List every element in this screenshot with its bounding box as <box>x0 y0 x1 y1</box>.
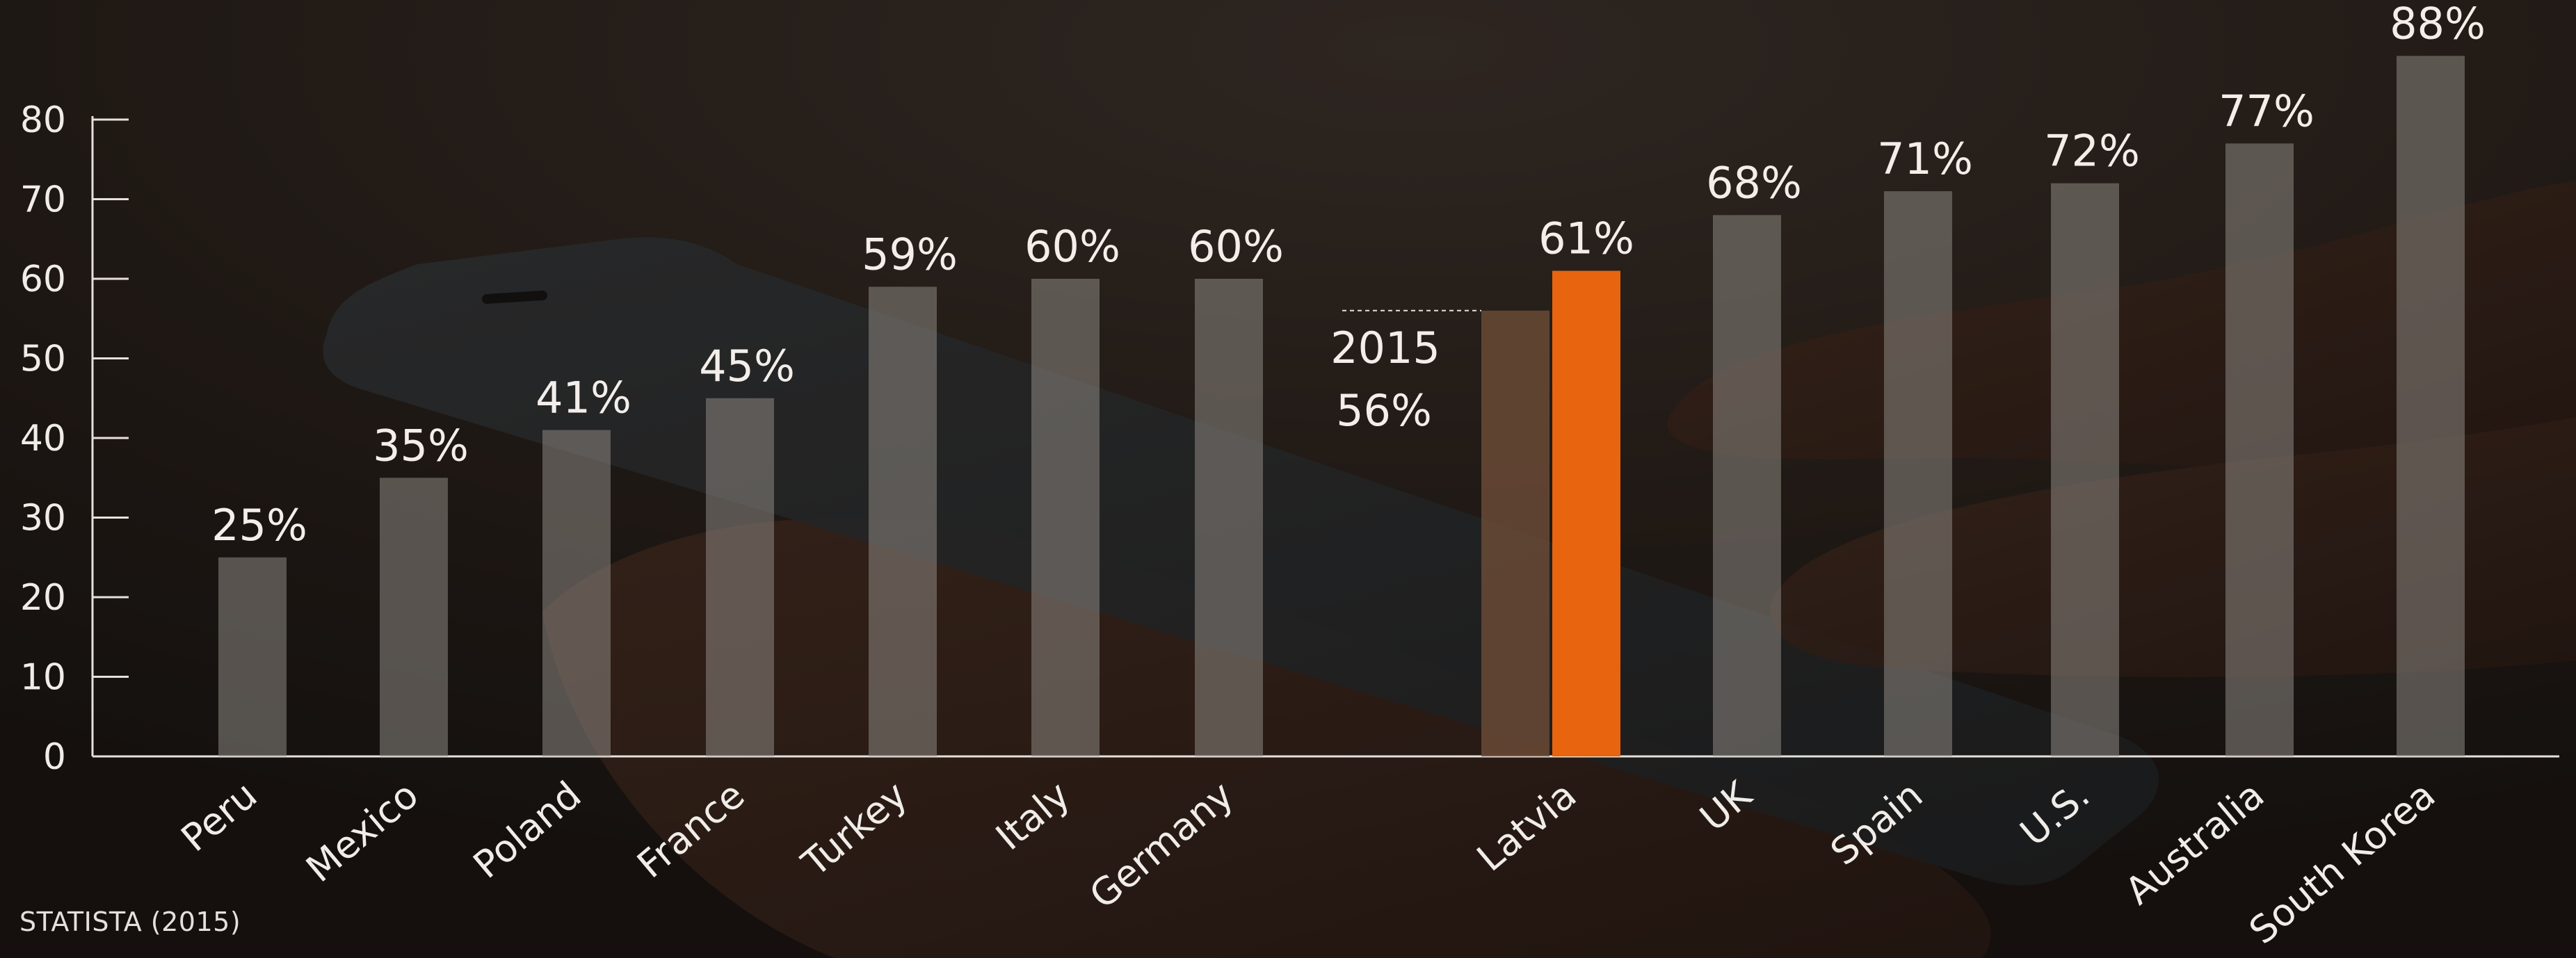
y-tick-label: 40 <box>20 418 66 460</box>
y-tick-label: 30 <box>20 498 66 539</box>
bar-previous-latvia <box>1481 310 1549 756</box>
previous-value-label: 56% <box>1336 385 1432 436</box>
value-label-u-s-: 72% <box>2044 126 2140 177</box>
bars <box>218 56 2465 757</box>
bar-australia <box>2225 143 2294 757</box>
bar-peru <box>218 557 287 756</box>
value-label-australia: 77% <box>2219 86 2315 136</box>
bar-mexico <box>380 478 448 756</box>
bar-uk <box>1713 215 1781 756</box>
value-label-poland: 41% <box>536 373 631 423</box>
value-label-mexico: 35% <box>373 420 469 471</box>
bar-south-korea <box>2397 56 2465 756</box>
source-note: STATISTA (2015) <box>19 907 241 937</box>
value-label-uk: 68% <box>1706 157 1802 208</box>
value-label-spain: 71% <box>1877 133 1973 184</box>
value-label-latvia: 61% <box>1538 213 1634 264</box>
value-label-peru: 25% <box>211 500 307 551</box>
bar-u-s- <box>2051 183 2119 757</box>
bar-italy <box>1031 279 1100 756</box>
value-label-turkey: 59% <box>862 229 958 279</box>
bar-france <box>706 398 774 756</box>
bar-poland <box>542 430 611 756</box>
y-tick-label: 80 <box>20 99 66 141</box>
value-label-germany: 60% <box>1188 221 1284 272</box>
y-tick-label: 60 <box>20 259 66 300</box>
value-label-italy: 60% <box>1024 221 1120 272</box>
y-tick-label: 70 <box>20 179 66 221</box>
y-tick-label: 20 <box>20 577 66 619</box>
value-label-france: 45% <box>699 341 795 391</box>
bar-turkey <box>869 286 937 756</box>
value-labels: 25% 35% 41% 45% 59% 60% 60% 2015 56% 61% 68% 71% 72%… <box>211 0 2486 551</box>
axes: 0 10 20 30 40 50 60 70 80 <box>20 99 2559 778</box>
y-tick-label: 0 <box>43 736 66 778</box>
value-label-south-korea: 88% <box>2390 0 2486 49</box>
y-tick-label: 50 <box>20 339 66 380</box>
y-tick-label: 10 <box>20 657 66 699</box>
bar-spain <box>1884 191 1952 756</box>
bar-latvia <box>1552 270 1620 756</box>
bar-germany <box>1195 279 1263 756</box>
previous-year-label: 2015 <box>1330 323 1440 373</box>
